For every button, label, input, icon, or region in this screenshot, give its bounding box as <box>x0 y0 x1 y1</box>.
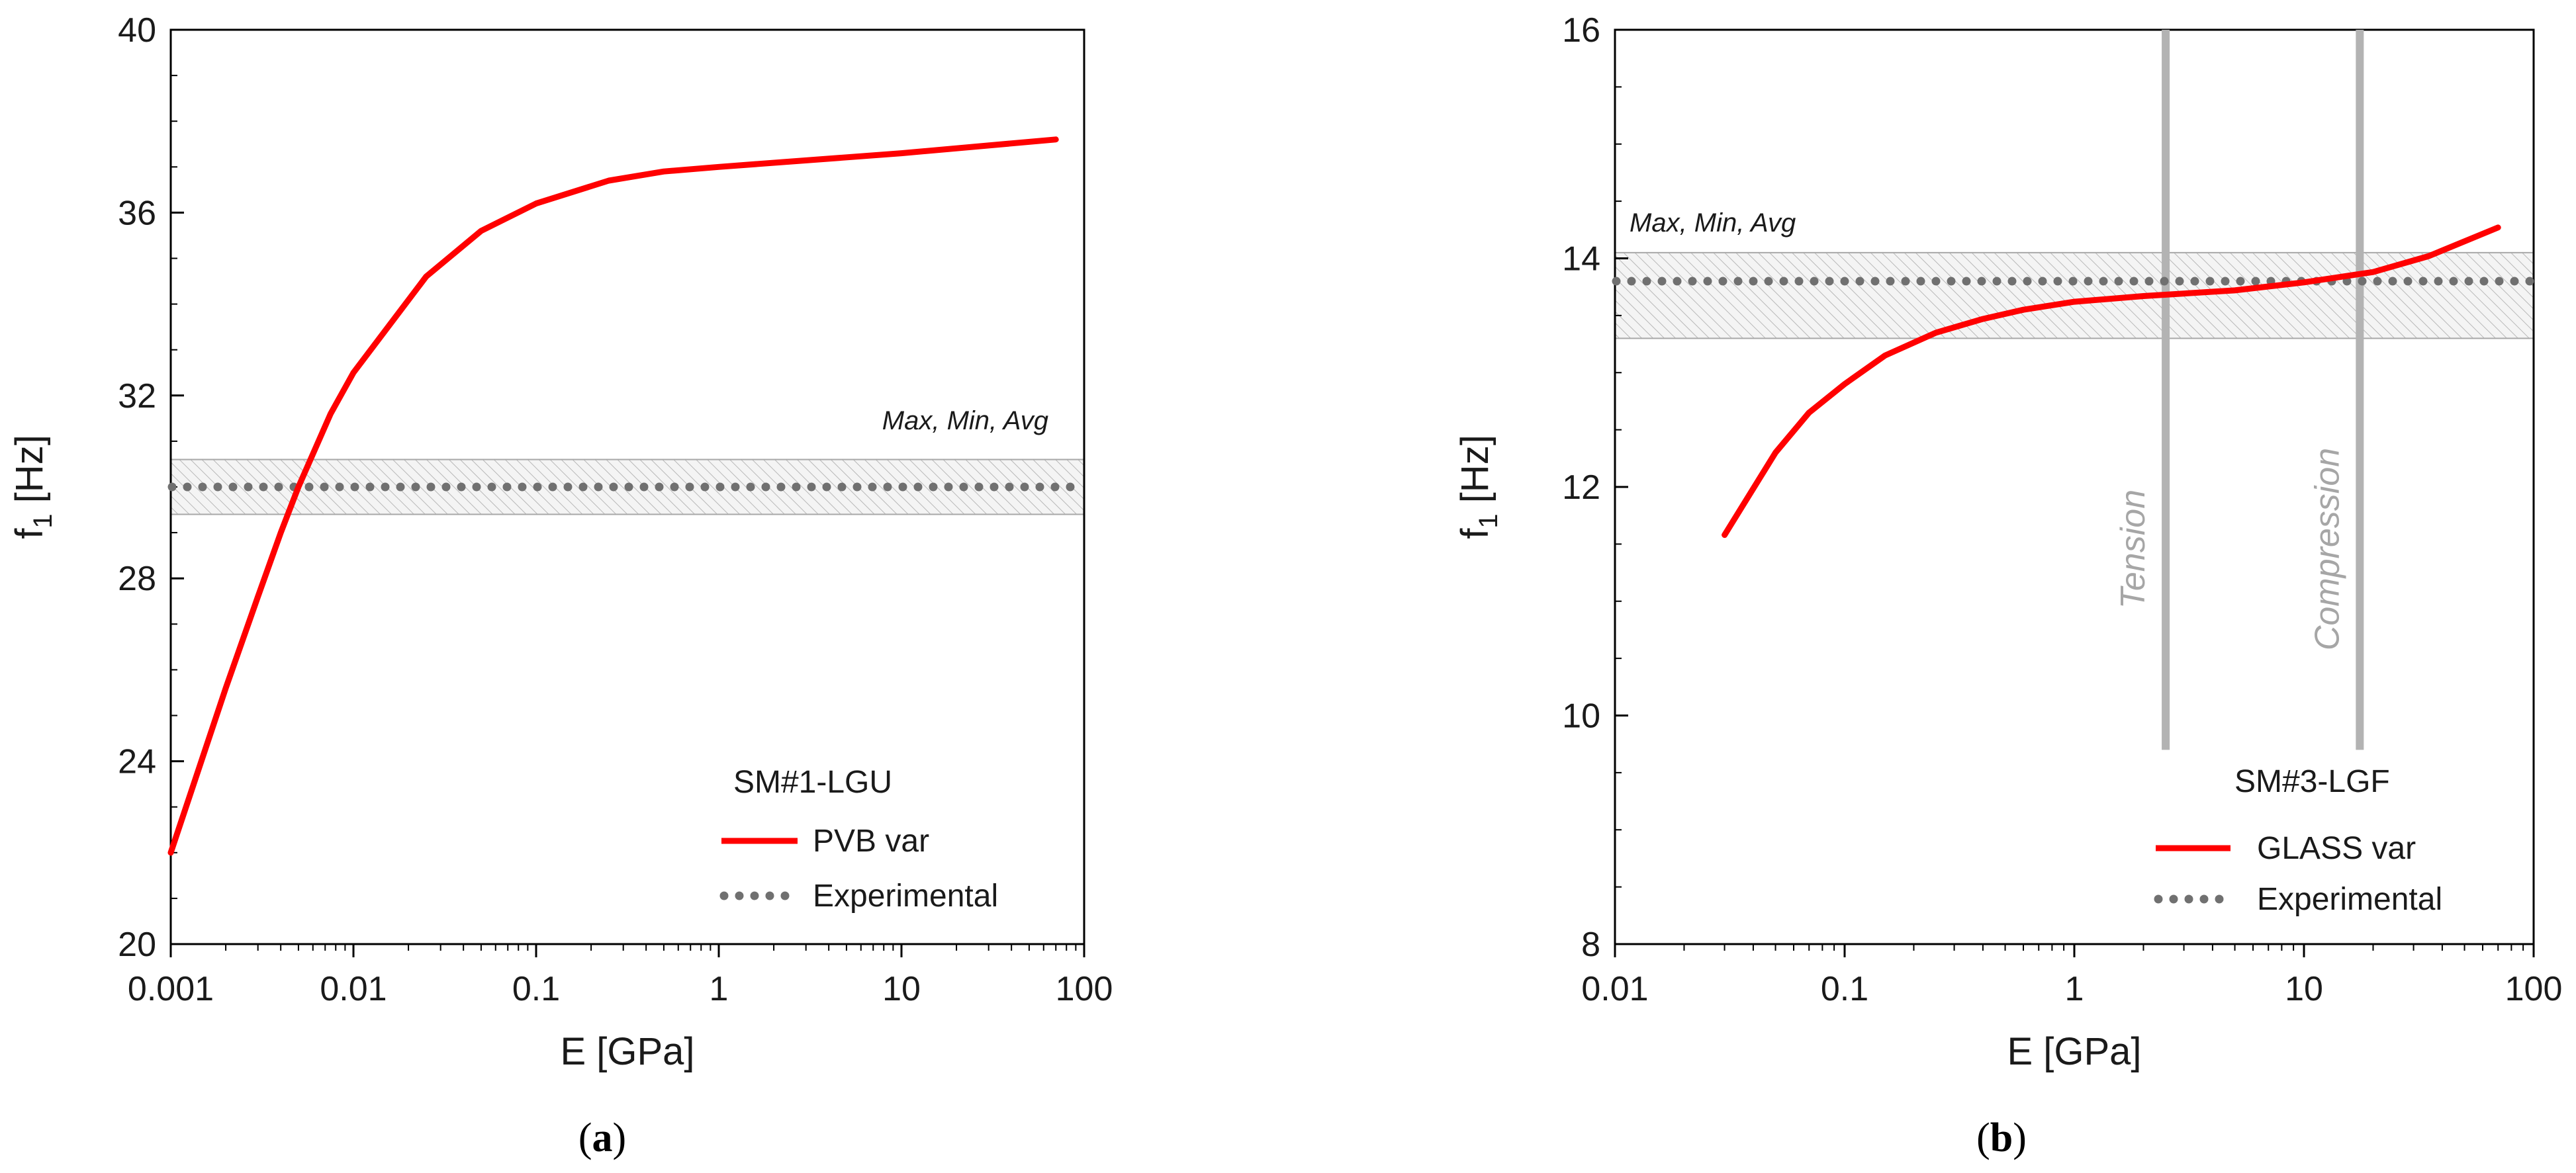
a-y-tick-label: 24 <box>118 743 156 781</box>
a-x-axis-title: E [GPa] <box>560 1030 694 1073</box>
a-x-tick-label: 0.001 <box>128 970 214 1008</box>
b-y-axis-title: f1 [Hz] <box>1453 435 1503 539</box>
b-panel-label: (b) <box>1976 1115 2027 1160</box>
b-y-tick-label: 12 <box>1562 468 1600 507</box>
b-legend-label-model: GLASS var <box>2257 831 2416 866</box>
a-y-axis-title: f1 [Hz] <box>8 435 58 539</box>
b-y-tick-label: 8 <box>1581 926 1600 964</box>
b-legend-title: SM#3-LGF <box>2234 764 2390 799</box>
b-y-tick-label: 16 <box>1562 11 1600 50</box>
a-y-tick-label: 20 <box>118 926 156 964</box>
b-legend-label-experimental: Experimental <box>2257 882 2442 917</box>
b-x-tick-label: 0.1 <box>1821 970 1868 1008</box>
panel-b: Tension Compression 8 10 12 14 16 0.01 0.1 1 10 10… <box>1453 11 2562 1160</box>
b-marker-label-compression: Compression <box>2308 448 2346 650</box>
b-model-curve <box>1722 224 2501 539</box>
b-band-label: Max, Min, Avg <box>1630 208 1796 238</box>
a-legend: SM#1-LGU PVB var Experimental <box>719 765 998 914</box>
b-x-axis-title: E [GPa] <box>2007 1030 2141 1073</box>
a-band-label: Max, Min, Avg <box>882 406 1048 435</box>
a-model-curve <box>167 136 1059 856</box>
a-x-tick-label: 1 <box>710 970 729 1008</box>
a-y-tick-label: 36 <box>118 194 156 232</box>
b-x-tick-label: 1 <box>2065 970 2084 1008</box>
b-y-tick-label: 10 <box>1562 697 1600 736</box>
b-x-tick-label: 100 <box>2505 970 2563 1008</box>
a-panel-label: (a) <box>578 1115 626 1160</box>
a-legend-label-experimental: Experimental <box>813 879 998 914</box>
a-legend-title: SM#1-LGU <box>733 765 892 800</box>
a-x-tick-label: 10 <box>882 970 921 1008</box>
a-y-tick-label: 40 <box>118 11 156 50</box>
b-x-tick-label: 0.01 <box>1581 970 1648 1008</box>
a-y-tick-label: 32 <box>118 377 156 415</box>
a-x-tick-label: 100 <box>1056 970 1113 1008</box>
a-legend-label-model: PVB var <box>813 824 929 859</box>
a-x-tick-label: 0.01 <box>320 970 387 1008</box>
b-marker-label-tension: Tension <box>2114 490 2152 609</box>
b-x-tick-label: 10 <box>2285 970 2323 1008</box>
panel-a: 20 24 28 32 36 40 0.001 0.01 0.1 1 10 100 SM#1-LGU … <box>8 11 1113 1160</box>
a-x-tick-label: 0.1 <box>512 970 560 1008</box>
b-y-tick-label: 14 <box>1562 240 1600 279</box>
a-y-tick-label: 28 <box>118 560 156 598</box>
b-legend: SM#3-LGF GLASS var Experimental <box>2154 764 2442 917</box>
